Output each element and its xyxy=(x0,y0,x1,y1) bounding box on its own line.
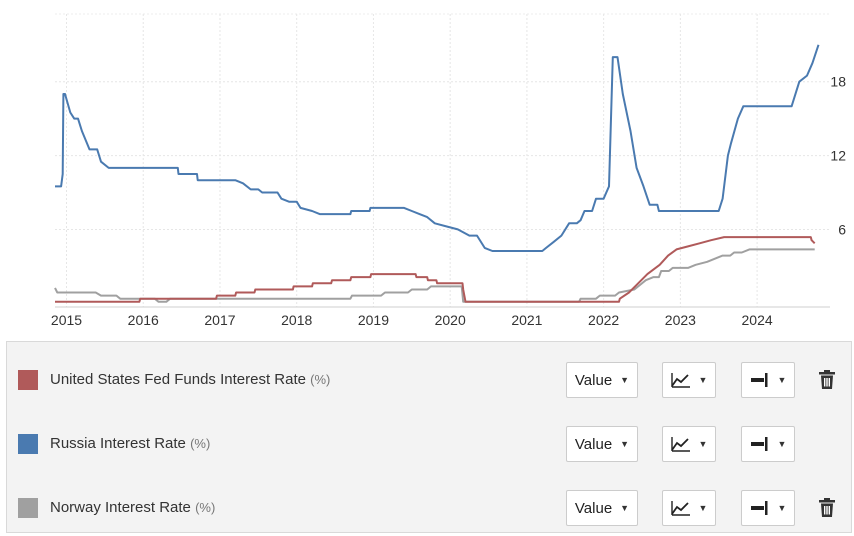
value-dropdown[interactable]: Value ▼ xyxy=(566,362,638,398)
legend-row: Norway Interest Rate (%) Value ▼ ▼ ▼ xyxy=(7,476,851,536)
x-tick-label: 2016 xyxy=(128,312,159,328)
series-line-0 xyxy=(55,236,816,303)
series-name: Norway Interest Rate (%) xyxy=(50,498,215,518)
line-chart-icon xyxy=(670,373,690,388)
legend-row: Russia Interest Rate (%) Value ▼ ▼ ▼ xyxy=(7,412,851,472)
x-tick-label: 2021 xyxy=(511,312,542,328)
caret-down-icon: ▼ xyxy=(777,375,787,385)
x-tick-label: 2024 xyxy=(742,312,773,328)
series-color-swatch xyxy=(18,498,38,518)
series-color-swatch xyxy=(18,434,38,454)
series-unit: (%) xyxy=(310,372,331,387)
series-name-text: Norway Interest Rate xyxy=(50,499,196,516)
caret-down-icon: ▼ xyxy=(620,439,630,449)
series-line-1 xyxy=(55,44,820,252)
caret-down-icon: ▼ xyxy=(777,439,787,449)
series-name: United States Fed Funds Interest Rate (%… xyxy=(50,370,330,390)
series-name-text: Russia Interest Rate xyxy=(50,435,191,452)
chart-type-dropdown[interactable]: ▼ xyxy=(662,362,716,398)
chart-type-dropdown[interactable]: ▼ xyxy=(662,490,716,526)
value-dropdown-label: Value xyxy=(574,499,613,517)
axis-dropdown[interactable]: ▼ xyxy=(741,426,795,462)
value-dropdown-label: Value xyxy=(574,435,613,453)
caret-down-icon: ▼ xyxy=(620,375,630,385)
trash-icon[interactable] xyxy=(819,370,835,390)
caret-down-icon: ▼ xyxy=(620,503,630,513)
caret-down-icon: ▼ xyxy=(777,503,787,513)
legend-row: United States Fed Funds Interest Rate (%… xyxy=(7,348,851,408)
y-tick-label: 6 xyxy=(838,221,846,237)
series-color-swatch xyxy=(18,370,38,390)
chart-grid xyxy=(55,13,830,308)
trash-icon[interactable] xyxy=(819,498,835,518)
series-name-text: United States Fed Funds Interest Rate xyxy=(50,371,311,388)
series-name: Russia Interest Rate (%) xyxy=(50,434,210,454)
x-axis: 2015 2016 2017 2018 2019 2020 2021 2022 2023 2024 xyxy=(51,312,773,328)
x-tick-label: 2023 xyxy=(665,312,696,328)
right-axis-icon xyxy=(750,501,768,515)
chart-type-dropdown[interactable]: ▼ xyxy=(662,426,716,462)
right-axis-icon xyxy=(750,373,768,387)
x-tick-label: 2020 xyxy=(435,312,466,328)
line-chart-icon xyxy=(670,437,690,452)
series-unit: (%) xyxy=(195,500,216,515)
axis-dropdown[interactable]: ▼ xyxy=(741,490,795,526)
caret-down-icon: ▼ xyxy=(698,375,708,385)
x-tick-label: 2015 xyxy=(51,312,82,328)
legend-panel: United States Fed Funds Interest Rate (%… xyxy=(6,341,852,533)
x-tick-label: 2022 xyxy=(588,312,619,328)
x-tick-label: 2018 xyxy=(281,312,312,328)
right-axis-icon xyxy=(750,437,768,451)
series-unit: (%) xyxy=(190,436,211,451)
value-dropdown[interactable]: Value ▼ xyxy=(566,426,638,462)
line-chart-icon xyxy=(670,501,690,516)
value-dropdown-label: Value xyxy=(574,371,613,389)
line-chart: 2015 2016 2017 2018 2019 2020 2021 2022 2023 2024… xyxy=(51,13,846,328)
y-tick-label: 18 xyxy=(830,74,846,90)
value-dropdown[interactable]: Value ▼ xyxy=(566,490,638,526)
series-line-2 xyxy=(54,248,815,303)
y-tick-label: 12 xyxy=(830,148,846,164)
x-tick-label: 2017 xyxy=(204,312,235,328)
series-lines xyxy=(54,44,820,303)
caret-down-icon: ▼ xyxy=(698,503,708,513)
y-axis: 6 12 18 xyxy=(830,74,846,238)
caret-down-icon: ▼ xyxy=(698,439,708,449)
axis-dropdown[interactable]: ▼ xyxy=(741,362,795,398)
x-tick-label: 2019 xyxy=(358,312,389,328)
